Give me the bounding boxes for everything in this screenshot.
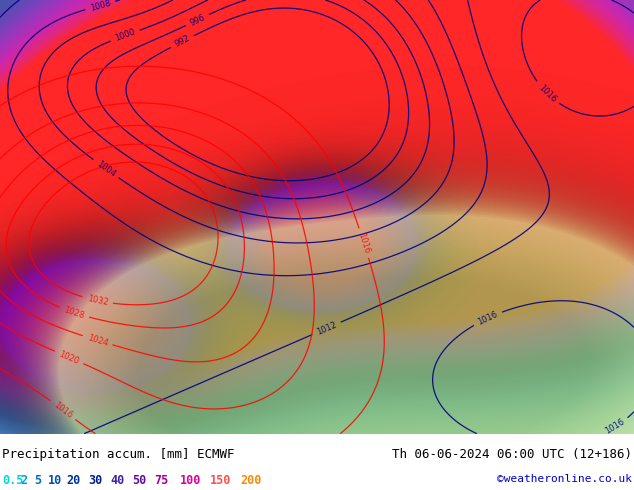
Text: 30: 30 bbox=[88, 474, 102, 487]
Text: 1028: 1028 bbox=[63, 305, 86, 320]
Text: 1016: 1016 bbox=[356, 232, 372, 255]
Text: 992: 992 bbox=[173, 34, 191, 49]
Text: 150: 150 bbox=[210, 474, 231, 487]
Text: 996: 996 bbox=[188, 12, 207, 27]
Text: 1012: 1012 bbox=[315, 320, 338, 337]
Text: 10: 10 bbox=[48, 474, 62, 487]
Text: 20: 20 bbox=[66, 474, 81, 487]
Text: 0.5: 0.5 bbox=[2, 474, 23, 487]
Text: 75: 75 bbox=[154, 474, 168, 487]
Text: 1004: 1004 bbox=[94, 159, 117, 178]
Text: Precipitation accum. [mm] ECMWF: Precipitation accum. [mm] ECMWF bbox=[2, 448, 235, 461]
Text: 200: 200 bbox=[240, 474, 261, 487]
Text: 1024: 1024 bbox=[86, 333, 109, 348]
Text: ©weatheronline.co.uk: ©weatheronline.co.uk bbox=[497, 474, 632, 484]
Text: 5: 5 bbox=[34, 474, 41, 487]
Text: 50: 50 bbox=[132, 474, 146, 487]
Text: 1016: 1016 bbox=[476, 310, 499, 327]
Text: 1016: 1016 bbox=[604, 417, 626, 436]
Text: 2: 2 bbox=[20, 474, 27, 487]
Text: 100: 100 bbox=[180, 474, 202, 487]
Text: 1020: 1020 bbox=[58, 349, 81, 366]
Text: 1016: 1016 bbox=[536, 83, 558, 104]
Text: 1000: 1000 bbox=[113, 27, 136, 43]
Text: 1008: 1008 bbox=[89, 0, 112, 13]
Text: 1016: 1016 bbox=[52, 400, 74, 420]
Text: Th 06-06-2024 06:00 UTC (12+186): Th 06-06-2024 06:00 UTC (12+186) bbox=[392, 448, 632, 461]
Text: 1032: 1032 bbox=[86, 294, 109, 307]
Text: 40: 40 bbox=[110, 474, 124, 487]
